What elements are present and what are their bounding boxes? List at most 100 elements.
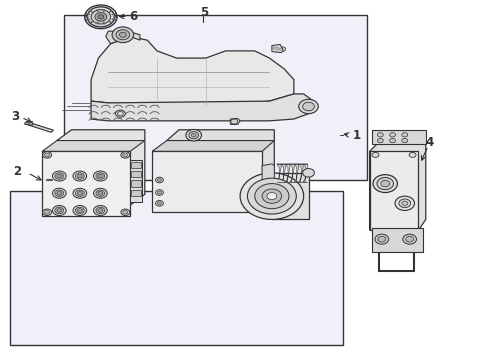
Circle shape bbox=[303, 168, 315, 177]
Circle shape bbox=[276, 47, 282, 51]
Text: 3: 3 bbox=[11, 110, 20, 123]
Circle shape bbox=[55, 190, 64, 197]
Circle shape bbox=[45, 211, 49, 214]
Circle shape bbox=[91, 10, 111, 24]
Polygon shape bbox=[91, 37, 294, 105]
Circle shape bbox=[94, 206, 107, 216]
Circle shape bbox=[409, 152, 416, 157]
Circle shape bbox=[121, 152, 130, 158]
Circle shape bbox=[77, 174, 82, 178]
Circle shape bbox=[402, 201, 408, 206]
Circle shape bbox=[73, 206, 87, 216]
Circle shape bbox=[94, 188, 107, 198]
Polygon shape bbox=[152, 140, 274, 151]
Circle shape bbox=[123, 153, 128, 157]
Bar bbox=[64, 15, 367, 180]
Text: 1: 1 bbox=[352, 129, 361, 142]
Circle shape bbox=[373, 175, 397, 193]
Circle shape bbox=[75, 173, 84, 179]
Text: 6: 6 bbox=[130, 10, 138, 23]
Circle shape bbox=[390, 138, 395, 143]
Circle shape bbox=[390, 133, 395, 137]
Bar bbox=[131, 171, 141, 177]
Circle shape bbox=[255, 184, 289, 209]
Circle shape bbox=[377, 177, 393, 190]
Circle shape bbox=[43, 209, 51, 216]
Polygon shape bbox=[299, 164, 303, 182]
Circle shape bbox=[73, 188, 87, 198]
Circle shape bbox=[52, 206, 66, 216]
Polygon shape bbox=[152, 151, 262, 212]
Polygon shape bbox=[167, 130, 274, 212]
Circle shape bbox=[77, 209, 82, 212]
Circle shape bbox=[98, 209, 103, 212]
Circle shape bbox=[112, 27, 134, 42]
Polygon shape bbox=[286, 164, 290, 182]
Bar bbox=[272, 173, 309, 220]
Polygon shape bbox=[281, 164, 286, 182]
Circle shape bbox=[158, 202, 161, 205]
Circle shape bbox=[95, 13, 107, 21]
Circle shape bbox=[156, 190, 163, 195]
Polygon shape bbox=[262, 164, 274, 182]
Polygon shape bbox=[57, 130, 145, 205]
Bar bbox=[372, 228, 423, 252]
Polygon shape bbox=[294, 164, 299, 182]
Circle shape bbox=[96, 207, 105, 214]
Circle shape bbox=[395, 196, 415, 211]
Circle shape bbox=[378, 236, 386, 242]
Circle shape bbox=[94, 171, 107, 181]
Circle shape bbox=[96, 173, 105, 179]
Circle shape bbox=[52, 188, 66, 198]
Bar bbox=[369, 151, 418, 230]
Polygon shape bbox=[91, 94, 314, 121]
Circle shape bbox=[303, 102, 315, 111]
Polygon shape bbox=[277, 164, 281, 182]
Circle shape bbox=[43, 152, 51, 158]
Circle shape bbox=[274, 47, 280, 51]
Circle shape bbox=[45, 153, 49, 157]
Circle shape bbox=[57, 209, 62, 212]
Circle shape bbox=[87, 7, 115, 27]
Circle shape bbox=[377, 133, 383, 137]
Circle shape bbox=[381, 180, 390, 187]
Bar bbox=[10, 191, 343, 345]
Circle shape bbox=[158, 179, 161, 181]
Circle shape bbox=[267, 193, 277, 200]
Polygon shape bbox=[106, 31, 140, 44]
Circle shape bbox=[98, 174, 103, 178]
Polygon shape bbox=[42, 140, 145, 151]
Circle shape bbox=[121, 209, 130, 216]
Circle shape bbox=[377, 138, 383, 143]
Circle shape bbox=[191, 134, 196, 137]
Circle shape bbox=[75, 190, 84, 197]
Circle shape bbox=[158, 191, 161, 194]
Circle shape bbox=[98, 192, 103, 195]
Circle shape bbox=[280, 47, 286, 51]
Circle shape bbox=[75, 207, 84, 214]
Polygon shape bbox=[290, 164, 294, 182]
Polygon shape bbox=[303, 164, 308, 182]
Circle shape bbox=[277, 47, 283, 51]
Bar bbox=[131, 190, 141, 196]
Circle shape bbox=[156, 177, 163, 183]
Circle shape bbox=[120, 32, 126, 37]
Polygon shape bbox=[42, 151, 130, 216]
Circle shape bbox=[55, 207, 64, 214]
Circle shape bbox=[116, 30, 130, 40]
Circle shape bbox=[189, 132, 198, 139]
Text: 5: 5 bbox=[200, 6, 208, 19]
Circle shape bbox=[375, 234, 389, 244]
Circle shape bbox=[279, 47, 285, 51]
Bar bbox=[130, 160, 143, 202]
Text: 4: 4 bbox=[426, 136, 434, 149]
Circle shape bbox=[275, 47, 281, 51]
Circle shape bbox=[116, 110, 125, 117]
Circle shape bbox=[402, 133, 408, 137]
Circle shape bbox=[402, 138, 408, 143]
Circle shape bbox=[399, 199, 411, 208]
Bar bbox=[372, 130, 426, 144]
Bar bbox=[131, 162, 141, 168]
Polygon shape bbox=[24, 122, 32, 125]
Circle shape bbox=[52, 171, 66, 181]
